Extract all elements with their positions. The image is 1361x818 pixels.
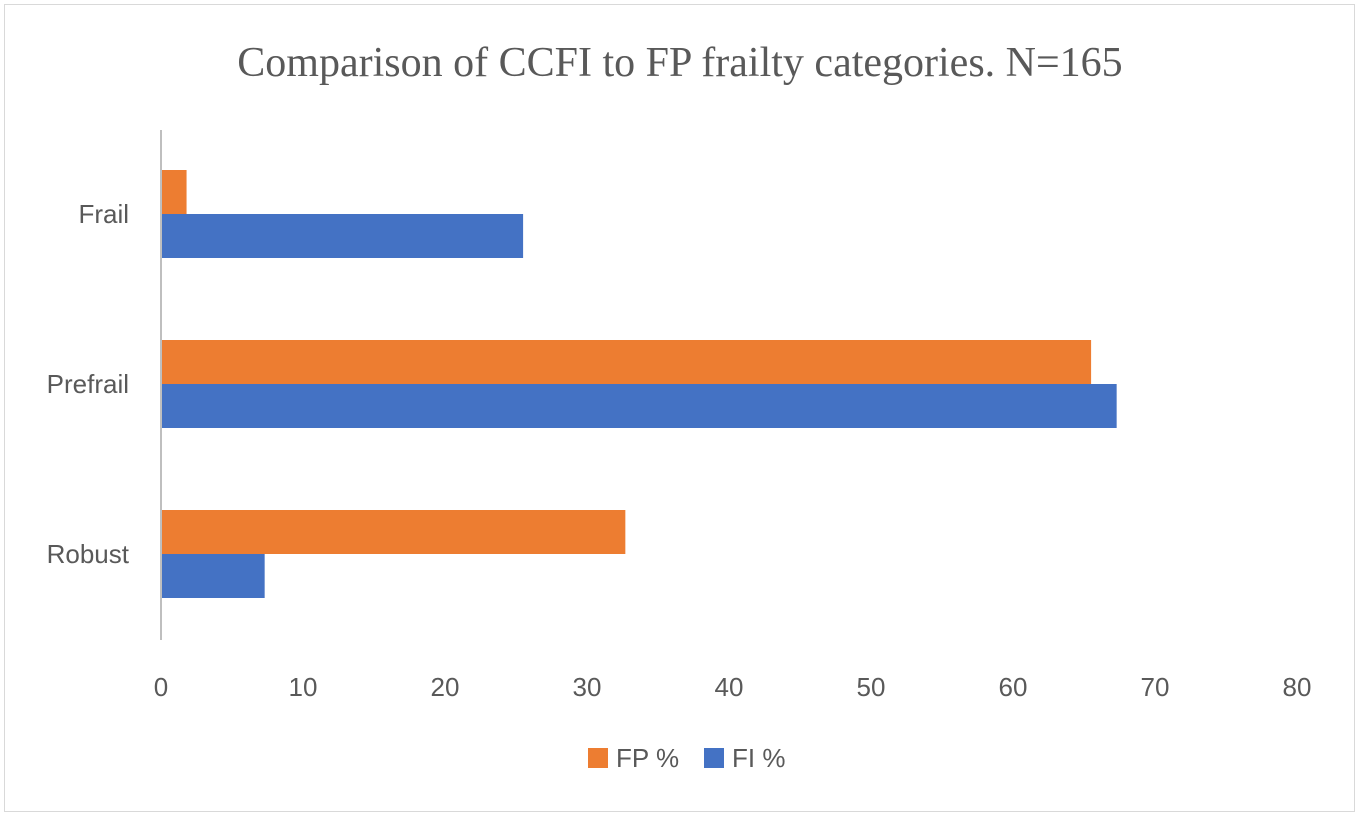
x-tick-label: 30 bbox=[573, 672, 602, 702]
category-labels: Frail Prefrail Robust bbox=[47, 199, 130, 569]
x-tick-label: 70 bbox=[1141, 672, 1170, 702]
category-label-prefrail: Prefrail bbox=[47, 369, 129, 399]
bar-prefrail-fi bbox=[161, 384, 1117, 428]
x-tick-label: 60 bbox=[999, 672, 1028, 702]
x-tick-label: 50 bbox=[857, 672, 886, 702]
legend-swatch-fp bbox=[588, 748, 608, 768]
bar-frail-fi bbox=[161, 214, 524, 258]
x-tick-label: 10 bbox=[289, 672, 318, 702]
legend: FP % FI % bbox=[588, 743, 785, 773]
legend-swatch-fi bbox=[704, 748, 724, 768]
chart-title: Comparison of CCFI to FP frailty categor… bbox=[237, 40, 1122, 86]
legend-label-fi: FI % bbox=[732, 743, 785, 773]
x-tick-label: 40 bbox=[715, 672, 744, 702]
category-label-frail: Frail bbox=[78, 199, 129, 229]
bar-robust-fi bbox=[161, 554, 265, 598]
x-tick-label: 0 bbox=[154, 672, 168, 702]
x-tick-label: 80 bbox=[1283, 672, 1312, 702]
x-tick-label: 20 bbox=[431, 672, 460, 702]
legend-label-fp: FP % bbox=[616, 743, 679, 773]
bar-robust-fp bbox=[161, 510, 626, 554]
bar-frail-fp bbox=[161, 170, 187, 214]
category-label-robust: Robust bbox=[47, 539, 130, 569]
x-tick-labels: 0 10 20 30 40 50 60 70 80 bbox=[154, 672, 1312, 702]
bars-group bbox=[161, 170, 1117, 598]
bar-prefrail-fp bbox=[161, 340, 1092, 384]
